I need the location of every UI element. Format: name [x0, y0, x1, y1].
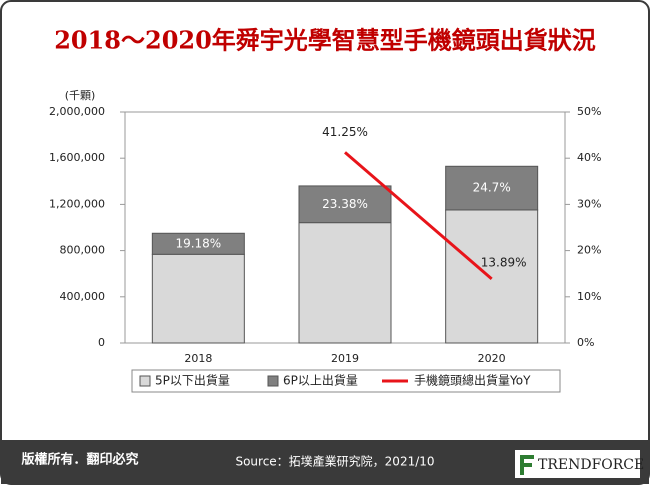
- legend-label: 6P以上出貨量: [283, 373, 358, 388]
- bar-segment: [445, 209, 539, 344]
- y2-tick-label: 20%: [577, 244, 601, 257]
- y2-tick-label: 10%: [577, 290, 601, 303]
- line: [344, 151, 493, 280]
- value-label: 41.25%: [322, 125, 368, 139]
- logo-text: TRENDFORCE: [538, 457, 644, 473]
- share-label: 19.18%: [175, 236, 221, 250]
- logo-box: [515, 450, 640, 478]
- x-tick-label: 2019: [331, 352, 359, 365]
- legend-swatch: [139, 375, 151, 387]
- y-unit-label: (千顆): [65, 89, 96, 102]
- bar-segment: [151, 253, 245, 344]
- y2-tick-label: 40%: [577, 151, 601, 164]
- legend-box: [131, 369, 561, 393]
- value-label: 13.89%: [481, 255, 527, 269]
- legend-label: 手機鏡頭總出貨量YoY: [414, 373, 531, 388]
- y2-tick-label: 50%: [577, 105, 601, 118]
- y-tick-label: 1,600,000: [49, 151, 105, 164]
- y-tick-label: 400,000: [60, 290, 106, 303]
- legend-swatch: [267, 375, 279, 387]
- bar-segment: [445, 165, 539, 211]
- legend-label: 5P以下出貨量: [155, 373, 230, 388]
- y-tick-label: 800,000: [60, 244, 106, 257]
- footer-source: Source：拓墣產業研究院，2021/10: [235, 454, 434, 469]
- y2-tick-label: 30%: [577, 197, 601, 210]
- chart-title: 2018～2020年舜宇光學智慧型手機鏡頭出貨狀況: [54, 26, 596, 55]
- share-label: 23.38%: [322, 197, 368, 211]
- y-tick-label: 1,200,000: [49, 197, 105, 210]
- x-tick-label: 2020: [478, 352, 506, 365]
- bar-segment: [298, 185, 392, 224]
- footer-rights: 版權所有．翻印必究: [21, 452, 138, 468]
- bar-segment: [151, 232, 245, 255]
- logo-icon: [520, 455, 534, 475]
- bar-segment: [298, 222, 392, 344]
- x-tick-label: 2018: [184, 352, 212, 365]
- y-tick-label: 0: [98, 336, 105, 349]
- y-tick-label: 2,000,000: [49, 105, 105, 118]
- share-label: 24.7%: [473, 181, 511, 195]
- y2-tick-label: 0%: [577, 336, 594, 349]
